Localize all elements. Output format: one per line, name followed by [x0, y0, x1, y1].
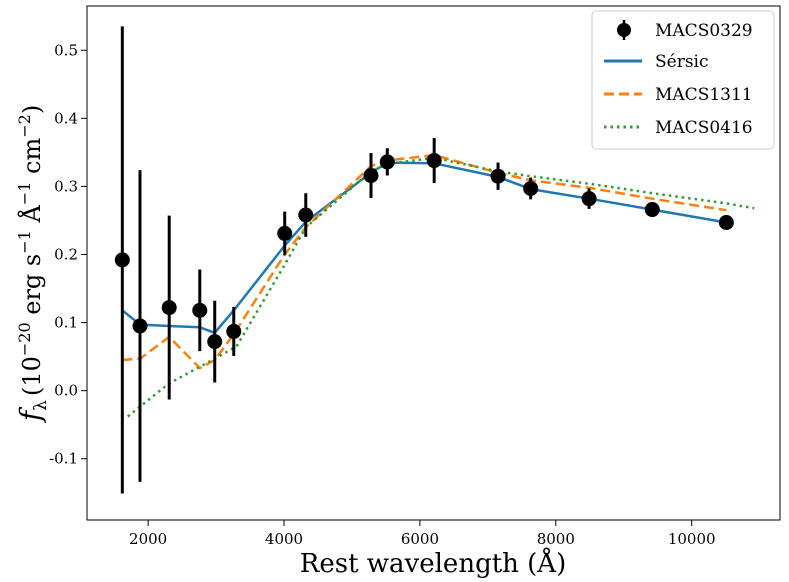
legend-box [591, 10, 775, 150]
data-point [644, 202, 660, 218]
data-point [426, 153, 442, 169]
y-tick-label: 0.4 [54, 109, 78, 127]
data-point [490, 168, 506, 184]
y-tick-label: 0.2 [54, 245, 78, 263]
legend-marker-swatch [617, 23, 631, 37]
data-point [581, 191, 597, 207]
x-axis: 2000 4000 6000 8000 10000 [129, 520, 716, 548]
x-tick-label: 2000 [129, 530, 167, 548]
x-axis-label: Rest wavelength (Å) [300, 547, 566, 579]
data-point [114, 252, 130, 268]
plot-frame [86, 5, 781, 521]
data-point [161, 300, 177, 316]
data-point [363, 168, 379, 184]
data-point [718, 214, 734, 230]
y-tick-label: 0.0 [54, 382, 78, 400]
legend-label: MACS0416 [655, 118, 753, 138]
x-tick-label: 10000 [668, 530, 716, 548]
data-point [192, 302, 208, 318]
legend-label: Sérsic [655, 52, 709, 72]
y-tick-label: 0.3 [54, 177, 78, 195]
data-point [298, 207, 314, 223]
y-tick-label: 0.5 [54, 41, 78, 59]
legend-entry-macs0416: MACS0416 [604, 118, 753, 138]
legend-entry-macs1311: MACS1311 [604, 85, 753, 105]
data-point [207, 334, 223, 350]
x-tick-label: 4000 [265, 530, 303, 548]
data-point [277, 225, 293, 241]
data-point [523, 180, 539, 196]
series-line-macs1311 [122, 153, 727, 370]
y-axis-label: fλ(10−20 erg s−1 Å−1 cm−2) [14, 105, 51, 423]
y-tick-label: 0.1 [54, 314, 78, 332]
x-tick-label: 8000 [537, 530, 575, 548]
legend-label: MACS0329 [655, 21, 753, 41]
legend-entry-sersic: Sérsic [604, 52, 709, 72]
data-point [379, 154, 395, 170]
y-axis: -0.1 0.0 0.1 0.2 0.3 0.4 0.5 [49, 41, 87, 468]
legend-label: MACS1311 [655, 85, 753, 105]
x-tick-label: 6000 [401, 530, 439, 548]
legend-entry-macs0329: MACS0329 [617, 20, 753, 41]
y-tick-label: -0.1 [49, 450, 78, 468]
legend: MACS0329 Sérsic MACS1311 MACS0416 [591, 10, 775, 150]
data-point [226, 323, 242, 339]
data-point [132, 318, 148, 334]
svg-text:fλ(10−20 erg s−1 Å−1 cm−2): fλ(10−20 erg s−1 Å−1 cm−2) [14, 105, 51, 423]
